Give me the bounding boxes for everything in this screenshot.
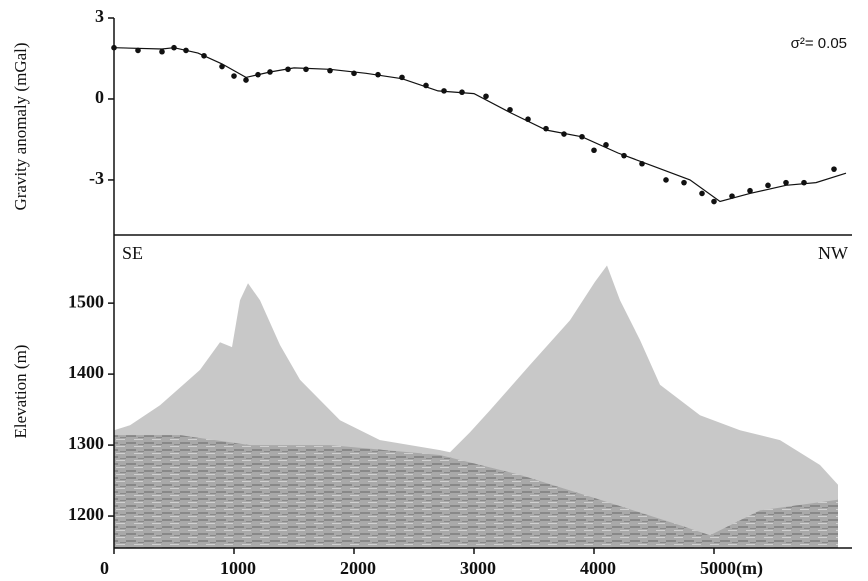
data-point [231, 73, 237, 79]
data-point [801, 179, 807, 186]
data-point [681, 179, 687, 186]
data-point [765, 182, 771, 189]
y-tick-label: 1200 [68, 504, 104, 524]
data-point [783, 179, 789, 186]
data-point [711, 198, 717, 205]
rock-layer [114, 435, 838, 548]
y-tick-label: 0 [95, 87, 104, 107]
y-tick-label: -3 [89, 168, 104, 188]
direction-label: NW [818, 243, 848, 263]
data-point [603, 142, 609, 148]
y-axis-label: Elevation (m) [11, 345, 30, 439]
data-point [591, 147, 597, 154]
data-point [303, 66, 309, 73]
y-tick-label: 1400 [68, 362, 104, 382]
data-point [483, 93, 489, 100]
y-axis-label: Gravity anomaly (mGal) [11, 42, 30, 210]
annotation: σ²= 0.05 [791, 35, 847, 52]
y-tick-label: 1300 [68, 433, 104, 453]
y-tick-label: 3 [95, 6, 104, 26]
data-point [747, 187, 753, 194]
x-tick-label: 4000 [580, 558, 616, 578]
y-tick-label: 1500 [68, 291, 104, 311]
x-tick-label: 1000 [220, 558, 256, 578]
data-point [699, 190, 705, 197]
x-tick-label: 5000(m) [700, 558, 763, 579]
x-tick-label: 0 [100, 558, 109, 578]
model-line [113, 47, 847, 203]
direction-label: SE [122, 243, 143, 263]
data-point [831, 166, 837, 172]
x-tick-label: 3000 [460, 558, 496, 578]
data-point [663, 177, 669, 183]
x-tick-label: 2000 [340, 558, 376, 578]
data-point [243, 77, 249, 83]
data-point [159, 48, 165, 55]
